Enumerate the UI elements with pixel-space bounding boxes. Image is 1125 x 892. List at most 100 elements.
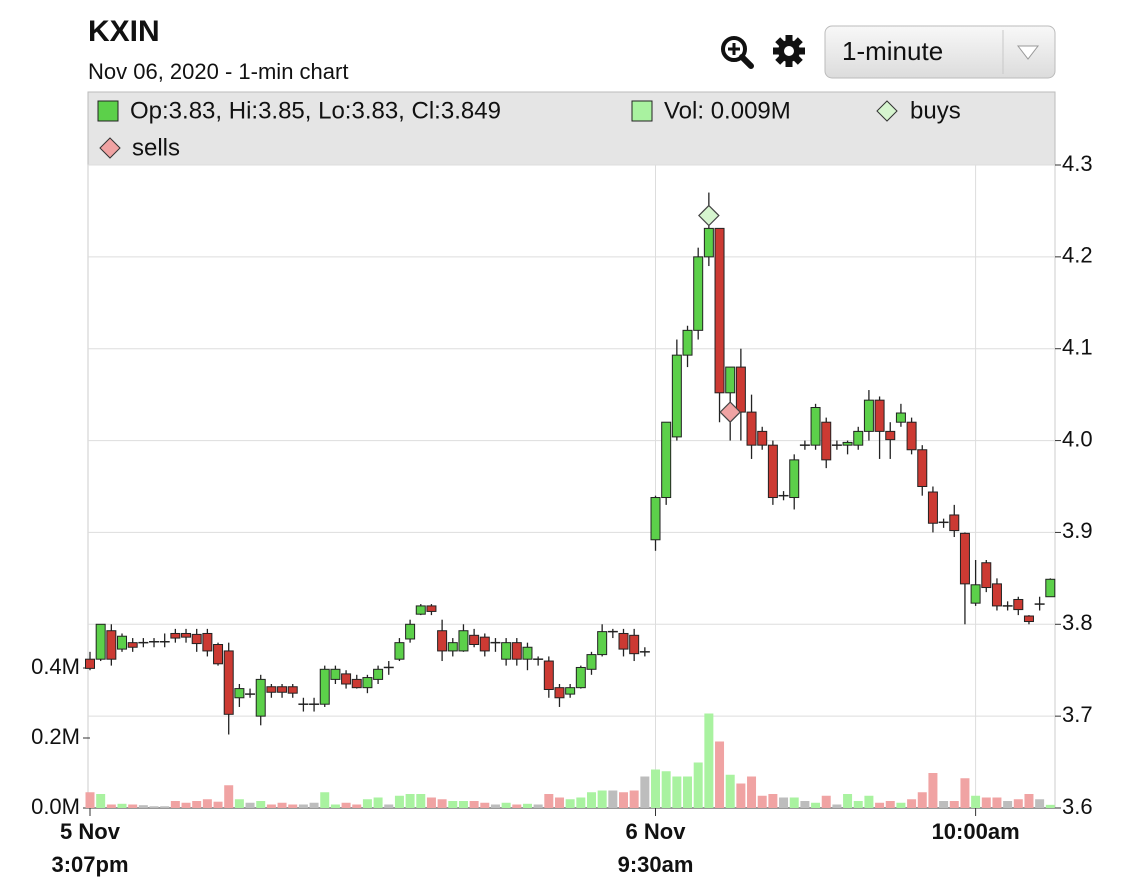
- volume-bar: [224, 785, 234, 808]
- candle-body: [885, 430, 896, 441]
- candle-body: [746, 411, 757, 446]
- y-tick-label: 4.1: [1062, 335, 1093, 360]
- volume-bar: [106, 804, 116, 808]
- volume-bar: [917, 792, 927, 808]
- volume-bar: [715, 741, 725, 808]
- volume-bar: [426, 797, 436, 808]
- legend-swatch: [97, 100, 119, 122]
- volume-bar: [971, 795, 981, 808]
- volume-bar: [362, 799, 372, 808]
- volume-bar: [725, 774, 735, 808]
- candle-body: [874, 399, 885, 432]
- volume-bar: [832, 804, 842, 808]
- candle-body: [1045, 578, 1056, 598]
- candle-body: [511, 642, 522, 660]
- volume-bar: [416, 793, 426, 808]
- candle-body: [565, 687, 576, 695]
- volume-bar: [405, 793, 415, 808]
- volume-bar: [1024, 793, 1034, 808]
- volume-bar: [501, 802, 511, 808]
- x-tick-label: 10:00am: [932, 819, 1020, 844]
- candle-body: [693, 256, 704, 331]
- volume-bar: [512, 804, 522, 808]
- legend-swatch: [99, 137, 121, 159]
- candle-body: [981, 562, 992, 589]
- volume-bar: [181, 802, 191, 808]
- candle-body: [213, 643, 224, 665]
- volume-bar: [373, 797, 383, 808]
- candle-body: [735, 366, 746, 413]
- volume-bar: [907, 799, 917, 808]
- candle-body: [725, 366, 736, 394]
- candle-body: [661, 421, 672, 499]
- volume-bar: [1013, 799, 1023, 808]
- candle-body: [575, 666, 586, 689]
- volume-bar: [469, 800, 479, 808]
- volume-bar: [704, 713, 714, 808]
- candle-body: [821, 421, 832, 461]
- volume-bar: [811, 802, 821, 808]
- legend-sells: sells: [132, 134, 180, 161]
- volume-bar: [576, 797, 586, 808]
- y-tick-label: 3.7: [1062, 702, 1093, 727]
- candle-body: [853, 430, 864, 446]
- volume-bar: [853, 800, 863, 808]
- volume-bar: [352, 804, 362, 808]
- candle-body: [757, 430, 768, 446]
- volume-bar: [213, 801, 223, 808]
- candle-body: [949, 514, 960, 532]
- candle-body: [682, 329, 693, 356]
- candle-body: [671, 354, 682, 438]
- candle-body: [554, 687, 565, 699]
- volume-bar: [672, 776, 682, 808]
- candle-body: [117, 635, 128, 650]
- volume-bar: [981, 797, 991, 808]
- y2-tick-label: 0.0M: [31, 794, 80, 819]
- legend-volume: Vol: 0.009M: [664, 97, 791, 124]
- volume-bar: [693, 762, 703, 808]
- volume-bar: [608, 790, 618, 808]
- volume-bar: [597, 790, 607, 808]
- volume-bar: [245, 802, 255, 808]
- volume-bar: [736, 783, 746, 808]
- volume-bar: [522, 803, 532, 808]
- candle-body: [458, 630, 469, 652]
- volume-bar: [896, 802, 906, 808]
- candle-body: [789, 459, 800, 499]
- candle-body: [650, 497, 661, 541]
- volume-bar: [544, 793, 554, 808]
- candle-body: [266, 686, 277, 693]
- volume-bar: [586, 792, 596, 808]
- volume-bar: [757, 795, 767, 808]
- volume-bar: [320, 792, 330, 808]
- y-tick-label: 4.0: [1062, 426, 1093, 451]
- volume-bar: [256, 800, 266, 808]
- interval-dropdown[interactable]: 1-minute: [824, 25, 1056, 79]
- volume-bar: [640, 776, 650, 808]
- settings-button[interactable]: [773, 35, 805, 67]
- candle-body: [927, 491, 938, 524]
- volume-bar: [96, 793, 106, 808]
- y-tick-label: 3.9: [1062, 518, 1093, 543]
- ticker-title: KXIN: [88, 15, 160, 48]
- candle-body: [767, 444, 778, 499]
- volume-bar: [1035, 799, 1045, 808]
- volume-bar: [341, 802, 351, 808]
- volume-bar: [661, 771, 671, 808]
- volume-bar: [330, 804, 340, 808]
- candle-body: [970, 584, 981, 604]
- volume-bar: [554, 797, 564, 808]
- volume-bar: [928, 772, 938, 808]
- volume-bar: [533, 804, 543, 808]
- zoom-button[interactable]: [721, 36, 754, 69]
- volume-bar: [437, 799, 447, 808]
- candle-body: [437, 630, 448, 652]
- volume-bar: [480, 802, 490, 808]
- volume-bar: [619, 792, 628, 808]
- candle-body: [394, 642, 405, 660]
- volume-bar: [789, 797, 799, 808]
- y-tick-label: 3.6: [1062, 794, 1093, 819]
- candle-body: [191, 633, 202, 645]
- y-tick-label: 3.8: [1062, 610, 1093, 635]
